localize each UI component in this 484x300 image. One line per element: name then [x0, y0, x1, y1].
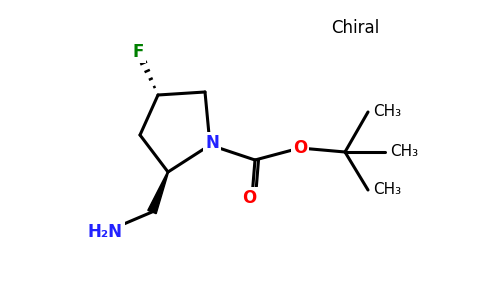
- Polygon shape: [148, 172, 168, 214]
- Text: H₂N: H₂N: [88, 223, 122, 241]
- Text: O: O: [293, 139, 307, 157]
- Text: O: O: [242, 189, 256, 207]
- Text: F: F: [132, 43, 144, 61]
- Text: CH₃: CH₃: [390, 145, 418, 160]
- Text: N: N: [205, 134, 219, 152]
- Text: Chiral: Chiral: [331, 19, 379, 37]
- Text: CH₃: CH₃: [373, 104, 401, 119]
- Text: CH₃: CH₃: [373, 182, 401, 197]
